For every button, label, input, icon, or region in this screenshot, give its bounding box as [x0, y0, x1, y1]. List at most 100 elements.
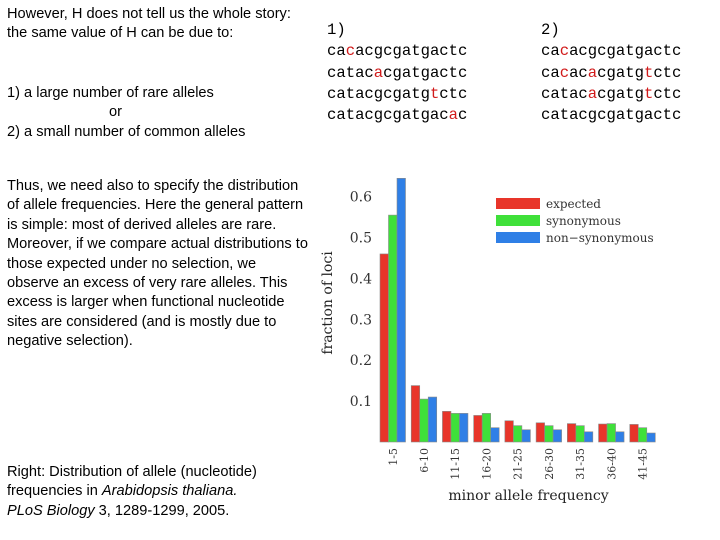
- bar-expected: [567, 423, 577, 443]
- sequence-line: catacgcgatgacac: [327, 105, 467, 126]
- bar-nonsynonymous: [521, 429, 531, 443]
- x-tick-label: 31-35: [574, 448, 587, 480]
- y-tick-label: 0.3: [350, 312, 372, 328]
- bar-synonymous: [419, 398, 429, 443]
- x-tick-label: 16-20: [480, 448, 493, 480]
- legend-swatch: [496, 232, 540, 243]
- bar-synonymous: [450, 413, 460, 443]
- sequence-line: catacacgatgtctc: [541, 84, 681, 105]
- sequence-segment: c: [458, 106, 468, 125]
- bar-expected: [379, 253, 389, 443]
- sequence-segment: ca: [327, 42, 346, 61]
- y-tick-label: 0.4: [350, 271, 372, 287]
- bar-nonsynonymous: [490, 427, 500, 443]
- allele-frequency-chart: 0.1 0.2 0.3 0.4 0.5 0.6 fraction of loci 1-5 6-1…: [320, 164, 659, 504]
- y-tick-label: 0.2: [350, 353, 372, 369]
- sequence-line: cacacgcgatgactc: [541, 41, 681, 62]
- x-tick-label: 36-40: [605, 448, 618, 480]
- y-tick-label: 0.6: [350, 190, 372, 206]
- sequence-segment: catac: [327, 63, 374, 82]
- caption-reference: 3, 1289-1299, 2005.: [94, 502, 230, 519]
- sequence-line: catacgcgatgtctc: [327, 84, 467, 105]
- caption-prefix: Right: Distribution of allele (nucleotid…: [7, 464, 257, 500]
- option-1: 1) a large number of rare alleles: [7, 85, 214, 101]
- explanation-paragraph: Thus, we need also to specify the distri…: [7, 178, 308, 350]
- bar-expected: [535, 422, 545, 443]
- sequence-segment: catacgcgatgac: [327, 106, 449, 125]
- bar-nonsynonymous: [427, 396, 438, 443]
- sequence-segment: ctc: [439, 84, 468, 103]
- bar-synonymous: [388, 214, 398, 443]
- bar-nonsynonymous: [584, 431, 594, 443]
- bar-nonsynonymous: [396, 178, 406, 443]
- bar-nonsynonymous: [459, 413, 469, 443]
- sequence-segment: cgatgactc: [383, 63, 468, 82]
- legend-label: synonymous: [546, 214, 621, 228]
- x-tick-label: 26-30: [543, 448, 556, 480]
- sequence-line: catacgcgatgactc: [541, 105, 681, 126]
- sequence-segment: cgatg: [597, 63, 644, 82]
- bar-expected: [598, 423, 608, 443]
- sequence-segment: catac: [541, 84, 588, 103]
- variant-nucleotide: t: [429, 84, 440, 103]
- bar-expected: [442, 411, 452, 443]
- legend-label: non−synonymous: [546, 231, 654, 245]
- variant-nucleotide: t: [643, 63, 654, 82]
- sequence-segment: ca: [541, 42, 560, 61]
- variant-nucleotide: c: [559, 63, 570, 82]
- bar-expected: [504, 420, 514, 443]
- variant-nucleotide: a: [587, 84, 598, 103]
- allele-options: 1) a large number of rare alleles or 2) …: [7, 84, 307, 142]
- sequence-segment: cgatg: [597, 84, 644, 103]
- bar-synonymous: [606, 423, 616, 443]
- plot-area: [378, 164, 659, 442]
- sequence-segment: acgcgatgactc: [355, 42, 468, 61]
- sequence-segment: catacgcgatgactc: [541, 106, 682, 125]
- y-tick-label: 0.5: [350, 231, 372, 247]
- sequence-line: cacacgcgatgactc: [327, 41, 467, 62]
- y-tick-label: 0.1: [350, 394, 372, 410]
- bar-synonymous: [481, 413, 491, 443]
- sequence-set-2: 2) cacacgcgatgactc cacacacgatgtctc catacacg…: [541, 20, 681, 126]
- y-axis-label: fraction of loci: [320, 251, 336, 355]
- bar-expected: [410, 385, 421, 443]
- sequence-segment: ctc: [653, 63, 682, 82]
- option-2: 2) a small number of common alleles: [7, 123, 246, 140]
- legend-swatch: [496, 215, 540, 226]
- sequence-segment: acgcgatgactc: [569, 42, 682, 61]
- sequence-set-1: 1) cacacgcgatgactc catacacgatgactc catacgcg…: [327, 20, 467, 126]
- sequence-line: cacacacgatgtctc: [541, 63, 681, 84]
- bar-synonymous: [513, 425, 523, 443]
- variant-nucleotide: a: [373, 63, 384, 82]
- sequence-segment: catacgcgatg: [327, 84, 430, 103]
- sequence-set-label: 1): [327, 21, 346, 39]
- intro-paragraph: However, H does not tell us the whole st…: [7, 6, 291, 42]
- x-tick-label: 21-25: [512, 448, 525, 480]
- variant-nucleotide: c: [345, 42, 356, 61]
- variant-nucleotide: a: [587, 63, 598, 82]
- figure-caption: Right: Distribution of allele (nucleotid…: [7, 463, 312, 521]
- variant-nucleotide: a: [448, 106, 459, 125]
- bar-nonsynonymous: [615, 431, 625, 443]
- bar-nonsynonymous: [552, 429, 562, 443]
- sequence-set-label: 2): [541, 21, 560, 39]
- x-tick-label: 41-45: [637, 448, 650, 480]
- bar-synonymous: [575, 425, 585, 443]
- sequence-segment: ca: [541, 63, 560, 82]
- variant-nucleotide: t: [643, 84, 654, 103]
- sequence-segment: ac: [569, 63, 588, 82]
- legend-swatch: [496, 198, 540, 209]
- bar-expected: [629, 424, 639, 443]
- bar-synonymous: [544, 425, 554, 443]
- x-tick-label: 6-10: [418, 448, 431, 473]
- x-tick-label: 1-5: [387, 448, 400, 466]
- bar-synonymous: [637, 427, 648, 443]
- bar-nonsynonymous: [646, 432, 656, 443]
- x-tick-label: 11-15: [449, 448, 462, 480]
- variant-nucleotide: c: [559, 42, 570, 61]
- bar-expected: [473, 415, 483, 443]
- caption-species: Arabidopsis thaliana.: [101, 483, 238, 500]
- caption-journal: PLoS Biology: [7, 502, 95, 519]
- sequence-segment: ctc: [653, 84, 682, 103]
- or-word: or: [109, 104, 122, 121]
